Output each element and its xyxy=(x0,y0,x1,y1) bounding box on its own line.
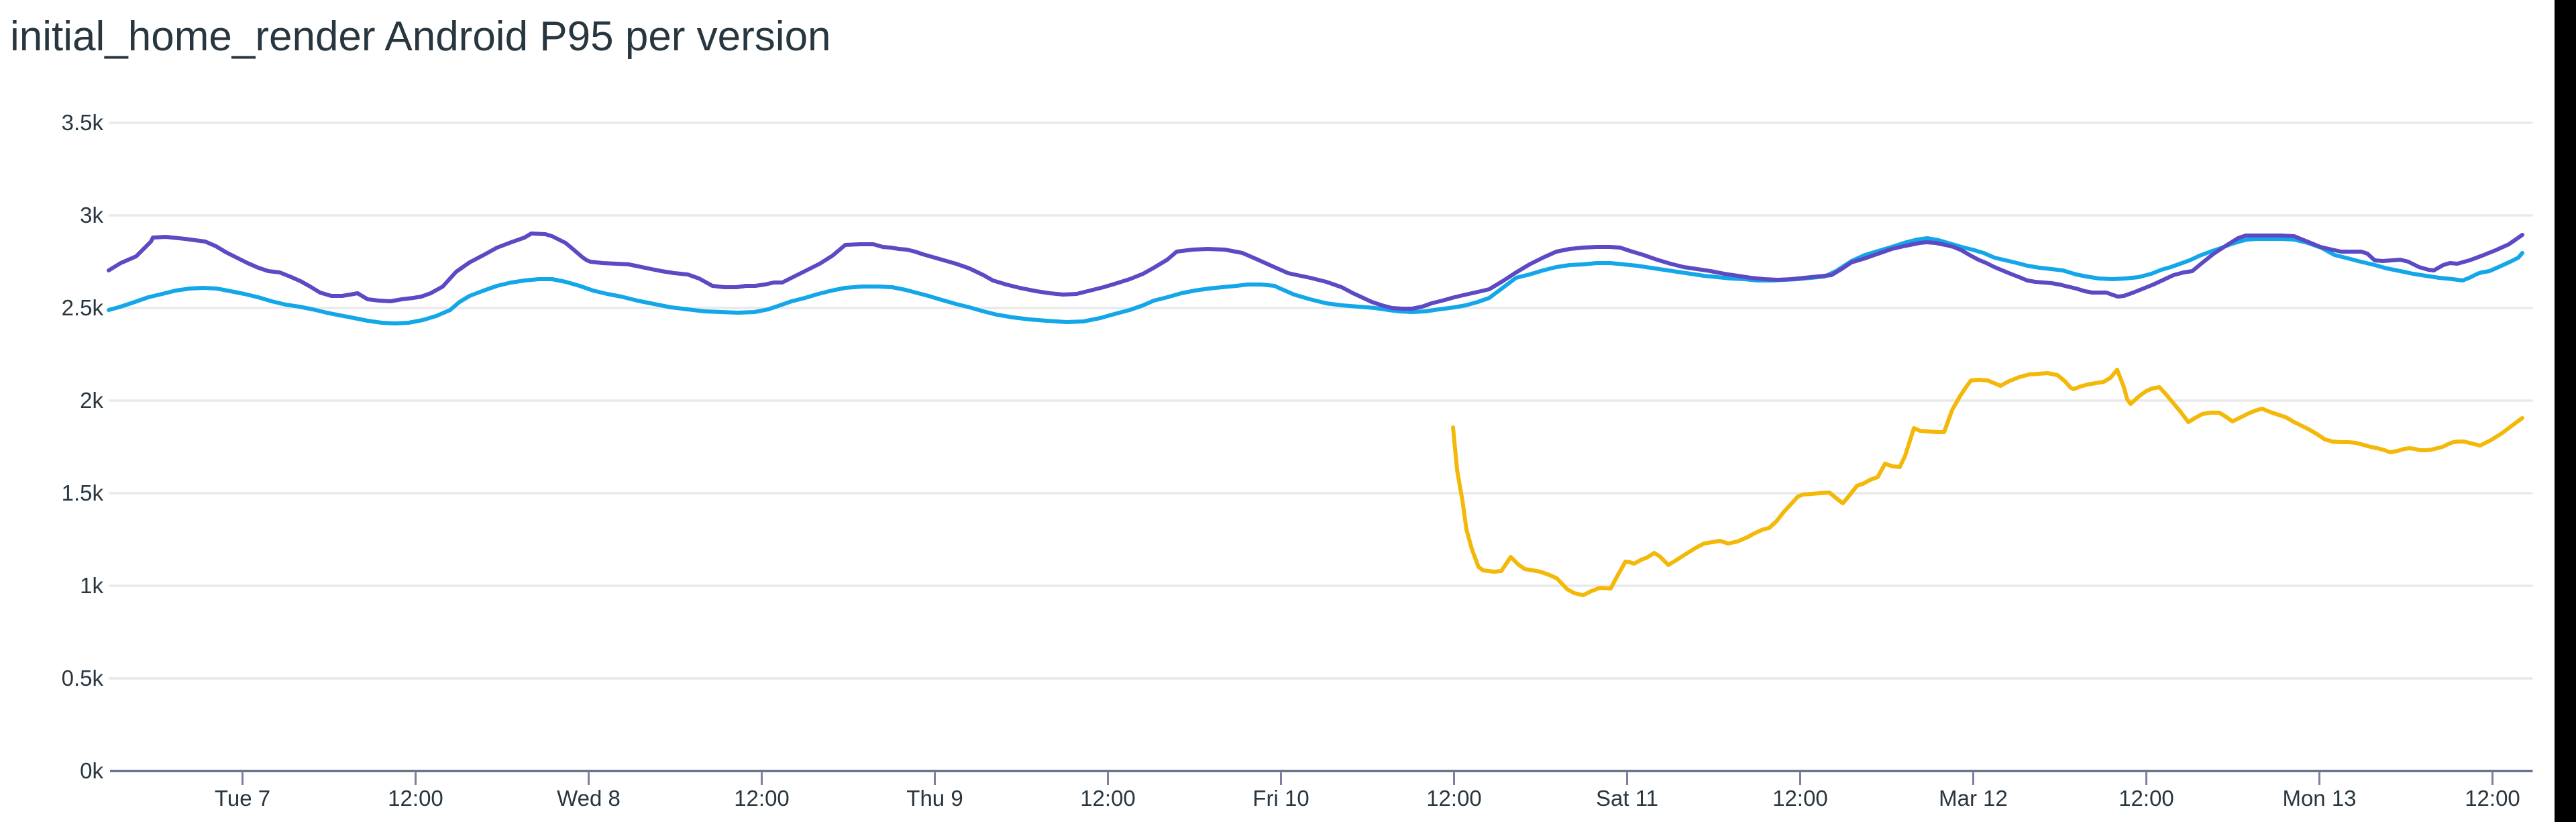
svg-text:Wed 8: Wed 8 xyxy=(557,786,621,811)
svg-text:12:00: 12:00 xyxy=(2465,786,2520,811)
svg-text:3k: 3k xyxy=(80,203,103,227)
svg-text:2k: 2k xyxy=(80,388,103,413)
svg-text:2.5k: 2.5k xyxy=(62,295,104,320)
svg-text:3.5k: 3.5k xyxy=(62,110,104,135)
svg-text:Tue 7: Tue 7 xyxy=(215,786,270,811)
svg-text:Thu 9: Thu 9 xyxy=(906,786,963,811)
svg-text:12:00: 12:00 xyxy=(1426,786,1482,811)
svg-text:1k: 1k xyxy=(80,573,103,598)
svg-text:Mon 13: Mon 13 xyxy=(2282,786,2356,811)
svg-text:12:00: 12:00 xyxy=(1080,786,1136,811)
svg-text:Mar 12: Mar 12 xyxy=(1939,786,2008,811)
svg-text:12:00: 12:00 xyxy=(1772,786,1828,811)
svg-text:Sat 11: Sat 11 xyxy=(1596,786,1658,811)
svg-text:initial_home_render Android P9: initial_home_render Android P95 per vers… xyxy=(10,13,831,60)
svg-text:0k: 0k xyxy=(80,758,103,783)
svg-text:12:00: 12:00 xyxy=(734,786,790,811)
svg-text:12:00: 12:00 xyxy=(2118,786,2174,811)
svg-text:0.5k: 0.5k xyxy=(62,666,104,690)
svg-text:Fri 10: Fri 10 xyxy=(1252,786,1309,811)
svg-text:12:00: 12:00 xyxy=(388,786,443,811)
svg-text:1.5k: 1.5k xyxy=(62,480,104,505)
